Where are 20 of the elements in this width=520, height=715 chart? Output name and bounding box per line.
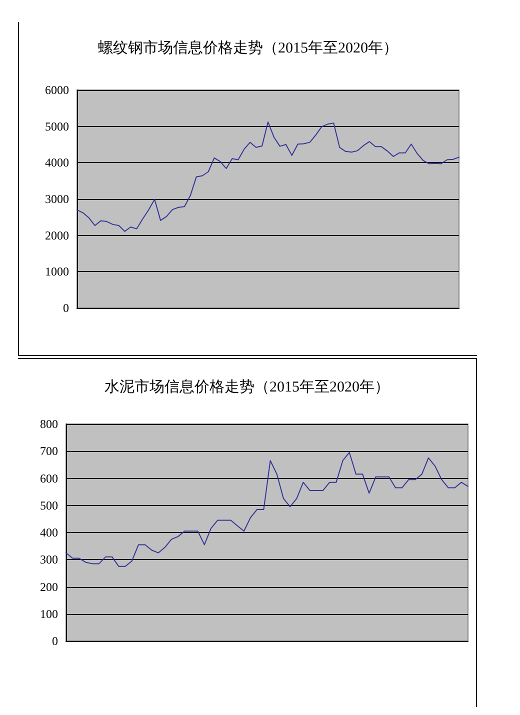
y-tick-label: 5000 xyxy=(45,119,69,134)
y-tick-label: 4000 xyxy=(45,156,69,170)
chart-title: 水泥市场信息价格走势（2015年至2020年） xyxy=(104,378,390,396)
line-series xyxy=(66,452,468,567)
y-tick-label: 600 xyxy=(40,471,58,486)
y-tick-label: 200 xyxy=(40,580,58,594)
y-tick-label: 500 xyxy=(40,498,58,512)
chart-title: 螺纹钢市场信息价格走势（2015年至2020年） xyxy=(98,40,398,56)
y-tick-label: 400 xyxy=(40,526,58,540)
y-tick-label: 100 xyxy=(40,606,58,621)
y-tick-label: 3000 xyxy=(45,192,69,206)
y-tick-label: 0 xyxy=(52,634,58,648)
y-tick-label: 2000 xyxy=(45,228,69,242)
y-tick-label: 300 xyxy=(40,552,58,567)
y-tick-label: 1000 xyxy=(45,264,69,279)
line-series xyxy=(76,121,460,232)
y-tick-label: 800 xyxy=(40,417,58,431)
y-tick-label: 0 xyxy=(63,301,69,315)
y-tick-label: 6000 xyxy=(45,83,69,97)
y-tick-label: 700 xyxy=(40,444,58,458)
